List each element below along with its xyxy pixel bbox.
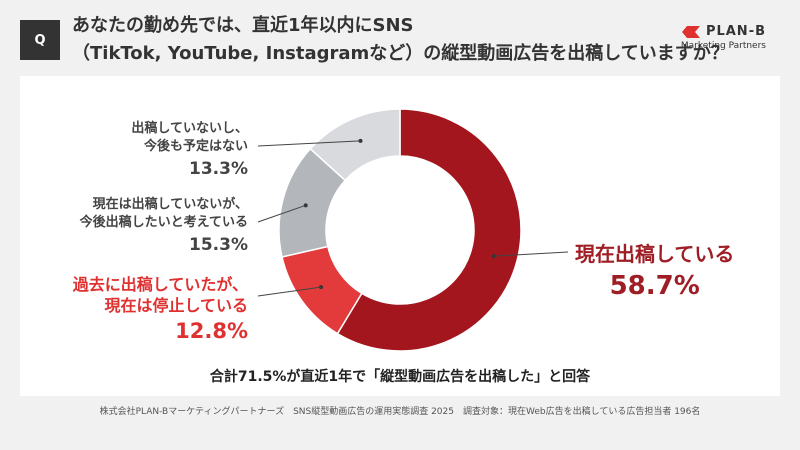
question-badge: Q xyxy=(20,20,60,60)
label-stopped-pct: 12.8% xyxy=(175,319,248,343)
label-current: 現在出稿している 58.7% xyxy=(575,240,734,304)
leader-current xyxy=(493,251,569,257)
label-no-plan-line-2: 今後も予定はない xyxy=(143,139,248,154)
donut-chart xyxy=(257,108,569,352)
brand-logo: PLAN-B Marketing Partners xyxy=(681,24,766,51)
leader-stopped xyxy=(257,286,322,297)
label-no-plan-line-1: 出稿していないし、 xyxy=(131,121,248,136)
label-stopped: 過去に出稿していたが、 現在は停止している 12.8% xyxy=(73,274,248,346)
logo-mark-icon xyxy=(681,25,700,38)
logo-subtitle: Marketing Partners xyxy=(680,41,766,51)
label-planning: 現在は出稿していないが、 今後出稿したいと考えている 15.3% xyxy=(80,196,248,258)
chart-card: 現在出稿している 58.7% 過去に出稿していたが、 現在は停止している 12.… xyxy=(20,76,780,396)
summary-text: 合計71.5%が直近1年で「縦型動画広告を出稿した」と回答 xyxy=(209,369,591,385)
label-planning-line-2: 今後出稿したいと考えている xyxy=(79,215,248,230)
question-line-2: （TikTok, YouTube, Instagramなど）の縦型動画広告を出稿… xyxy=(72,43,729,64)
leader-planning xyxy=(257,204,306,223)
slice-current xyxy=(336,108,522,352)
label-current-pct: 58.7% xyxy=(609,271,700,301)
label-stopped-line-2: 現在は停止している xyxy=(104,296,248,315)
label-current-line-1: 現在出稿している xyxy=(575,242,735,266)
label-no-plan-pct: 13.3% xyxy=(189,159,248,179)
slice-no-plan xyxy=(309,108,401,182)
logo-name: PLAN-B xyxy=(705,24,766,39)
label-planning-pct: 15.3% xyxy=(189,235,248,255)
label-no-plan: 出稿していないし、 今後も予定はない 13.3% xyxy=(131,120,248,182)
leader-current-dot xyxy=(491,254,496,259)
leader-no-plan xyxy=(257,140,361,147)
label-planning-line-1: 現在は出稿していないが、 xyxy=(92,197,248,212)
question-title: あなたの勤め先では、直近1年以内にSNS （TikTok, YouTube, I… xyxy=(72,12,729,68)
label-stopped-line-1: 過去に出稿していたが、 xyxy=(72,275,248,294)
source-footer: 株式会社PLAN-Bマーケティングパートナーズ SNS縦型動画広告の運用実態調査… xyxy=(99,407,701,417)
question-line-1: あなたの勤め先では、直近1年以内にSNS xyxy=(72,15,414,36)
leader-stopped-dot xyxy=(318,285,323,290)
